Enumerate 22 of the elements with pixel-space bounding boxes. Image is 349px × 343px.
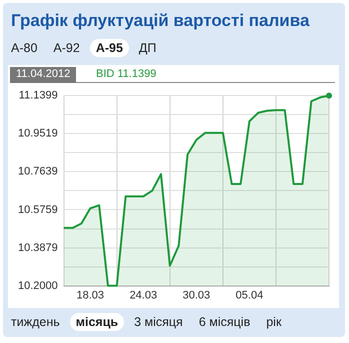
- text: рік: [265, 314, 282, 331]
- x-tick-label: 05.04: [236, 289, 264, 302]
- text: 11.04.2012: [10, 67, 76, 83]
- text: 3 місяця: [133, 314, 184, 331]
- y-tick-label: 10.5759: [18, 204, 58, 216]
- text: 6 місяців: [198, 314, 252, 331]
- text: місяць: [70, 313, 124, 331]
- text: A-80: [10, 40, 38, 57]
- text: A-95: [90, 39, 129, 57]
- y-tick-label: 10.3879: [18, 242, 58, 254]
- x-tick-label: 24.03: [130, 289, 158, 302]
- y-tick-label: 11.1399: [18, 90, 58, 102]
- y-tick-label: 10.9519: [18, 128, 58, 140]
- x-tick-label: 30.03: [182, 289, 210, 302]
- y-tick-label: 10.7639: [18, 166, 58, 178]
- x-tick-label: 18.03: [76, 289, 104, 302]
- text: ДП: [138, 40, 158, 57]
- text: тиждень: [10, 314, 61, 331]
- chart-title: Графік флуктуацій вартості палива: [11, 11, 310, 31]
- text: BID 11.1399: [96, 68, 156, 80]
- y-tick-label: 10.2000: [18, 280, 58, 292]
- text: A-92: [52, 40, 81, 57]
